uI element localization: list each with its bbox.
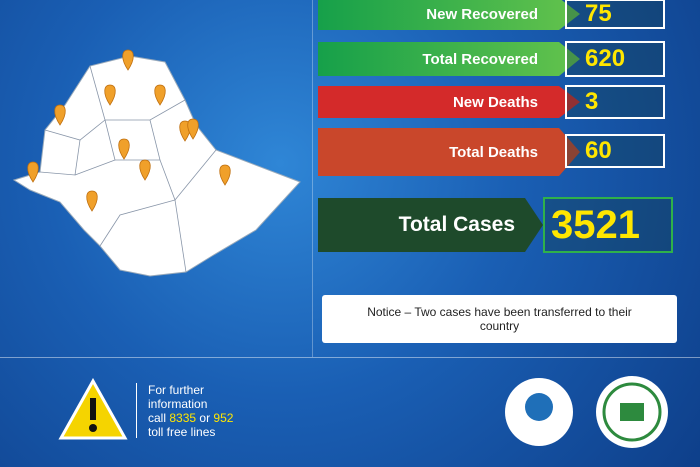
phone: 8335 — [169, 411, 197, 425]
pin — [139, 159, 151, 181]
stat-label: Total Deaths — [318, 128, 580, 176]
phone: 952 — [213, 411, 234, 425]
country-shape — [12, 55, 301, 277]
pin — [54, 104, 66, 126]
stat-value: 75 — [565, 0, 665, 29]
pin — [27, 161, 39, 183]
notice: Notice – Two cases have been transferred… — [322, 295, 677, 343]
divider — [0, 357, 700, 358]
pin — [154, 84, 166, 106]
logos — [505, 376, 668, 448]
pin — [187, 118, 199, 140]
pin — [219, 164, 231, 186]
footer-line: For further — [148, 383, 205, 397]
pins — [27, 49, 231, 212]
footer-line: toll free lines — [148, 425, 216, 439]
stat-label: Total Recovered — [318, 42, 580, 76]
pin — [122, 49, 134, 71]
stat-value: 60 — [565, 134, 665, 168]
map — [12, 49, 301, 277]
footer-line: information — [148, 397, 208, 411]
footer-text: For further information call 8335 or 952… — [148, 383, 233, 439]
pin — [118, 138, 130, 160]
region-borders — [39, 65, 217, 273]
stat-value: 620 — [565, 41, 665, 77]
divider — [312, 0, 313, 357]
divider — [136, 383, 137, 438]
total-value: 3521 — [543, 197, 673, 253]
stat-label: New Deaths — [318, 86, 580, 118]
pin — [86, 190, 98, 212]
footer-word: or — [199, 411, 211, 425]
pin — [104, 84, 116, 106]
stat-value: 3 — [565, 85, 665, 119]
stat-label: New Recovered — [318, 0, 580, 30]
warning-icon — [58, 378, 128, 440]
total-label: Total Cases — [318, 198, 543, 252]
footer-line: call 8335 or 952 — [148, 411, 233, 425]
footer-word: call — [148, 411, 167, 425]
